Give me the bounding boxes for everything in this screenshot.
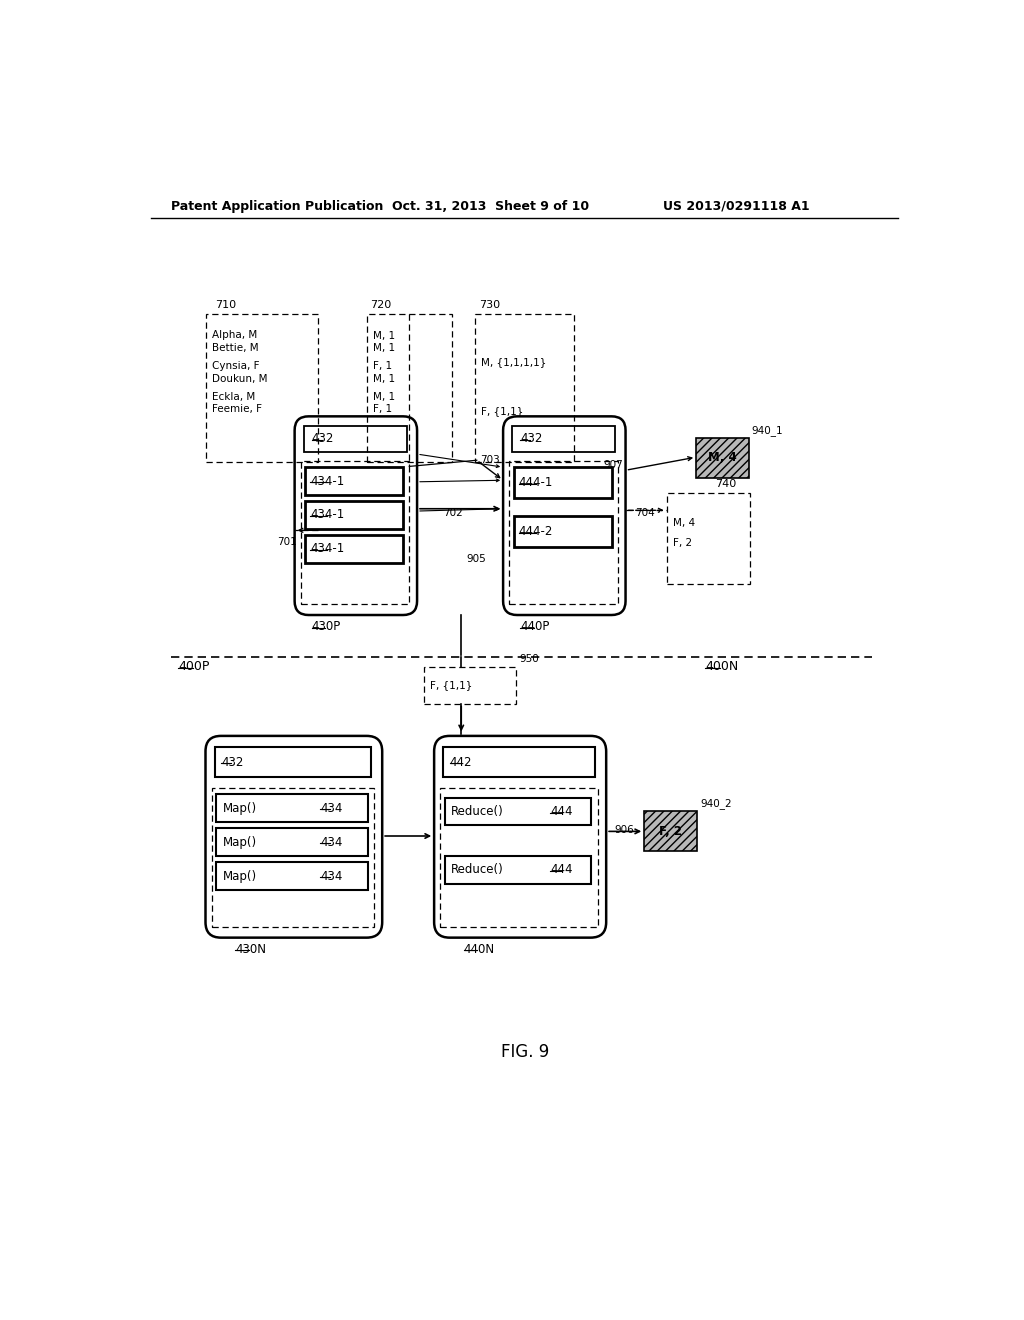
Text: 432: 432: [221, 755, 244, 768]
Text: 940_1: 940_1: [752, 425, 783, 436]
Text: 434: 434: [321, 870, 343, 883]
Text: 440P: 440P: [520, 620, 550, 634]
Bar: [216, 795, 369, 822]
Text: 940_2: 940_2: [700, 799, 731, 809]
Text: Reduce(): Reduce(): [452, 805, 504, 818]
Bar: [206, 314, 317, 462]
Bar: [443, 747, 595, 777]
Bar: [667, 494, 751, 585]
Text: 704: 704: [635, 508, 654, 517]
Text: 740: 740: [715, 479, 736, 490]
Bar: [212, 788, 375, 927]
Text: 400N: 400N: [706, 660, 738, 673]
Text: M, {1,1,1,1}: M, {1,1,1,1}: [481, 356, 547, 367]
Bar: [644, 812, 697, 851]
Text: 430P: 430P: [311, 620, 341, 634]
Text: Patent Application Publication: Patent Application Publication: [171, 199, 383, 213]
Bar: [305, 467, 403, 495]
Bar: [215, 747, 372, 777]
Text: 434-1: 434-1: [310, 474, 344, 487]
Text: 444-2: 444-2: [518, 525, 553, 539]
Text: Eckla, M: Eckla, M: [212, 392, 255, 403]
Bar: [514, 467, 611, 498]
Text: Alpha, M: Alpha, M: [212, 330, 257, 341]
Text: 702: 702: [442, 508, 463, 517]
Text: Map(): Map(): [222, 801, 257, 814]
Text: 434-1: 434-1: [310, 508, 344, 521]
Text: M, 4: M, 4: [673, 517, 695, 528]
Bar: [696, 438, 749, 478]
Text: Oct. 31, 2013  Sheet 9 of 10: Oct. 31, 2013 Sheet 9 of 10: [391, 199, 589, 213]
Text: 950: 950: [519, 653, 539, 664]
Bar: [304, 425, 407, 451]
Text: 701: 701: [276, 537, 297, 546]
Bar: [445, 857, 591, 884]
Text: 720: 720: [371, 300, 392, 310]
Text: 434: 434: [321, 801, 343, 814]
Text: Bettie, M: Bettie, M: [212, 343, 258, 352]
Text: 444: 444: [550, 805, 572, 818]
Text: Feemie, F: Feemie, F: [212, 404, 262, 414]
Bar: [514, 516, 611, 548]
Text: Doukun, M: Doukun, M: [212, 374, 267, 384]
Text: 434: 434: [321, 836, 343, 849]
Text: Map(): Map(): [222, 870, 257, 883]
Bar: [512, 425, 615, 451]
Text: Map(): Map(): [222, 836, 257, 849]
Text: F, 2: F, 2: [659, 825, 682, 838]
Text: Reduce(): Reduce(): [452, 863, 504, 876]
Bar: [509, 461, 617, 605]
Bar: [440, 788, 598, 927]
Text: 430N: 430N: [234, 942, 266, 956]
Text: M, 1: M, 1: [373, 330, 395, 341]
Text: 442: 442: [450, 755, 472, 768]
Text: F, 2: F, 2: [673, 539, 692, 548]
Text: 432: 432: [520, 432, 543, 445]
Text: F, 1: F, 1: [373, 362, 392, 371]
Text: 730: 730: [479, 300, 500, 310]
Text: 444: 444: [550, 863, 572, 876]
Bar: [301, 461, 410, 605]
Text: 906: 906: [614, 825, 635, 834]
Bar: [475, 314, 574, 462]
Text: 444-1: 444-1: [518, 477, 553, 490]
Text: M, 1: M, 1: [373, 343, 395, 352]
Text: FIG. 9: FIG. 9: [501, 1043, 549, 1060]
Text: 703: 703: [480, 455, 500, 465]
Bar: [367, 314, 452, 462]
Bar: [216, 829, 369, 857]
Text: M, 1: M, 1: [373, 374, 395, 384]
Text: 432: 432: [311, 432, 334, 445]
Bar: [305, 535, 403, 562]
Bar: [445, 797, 591, 825]
Text: F, 1: F, 1: [373, 404, 392, 414]
Text: 710: 710: [215, 300, 236, 310]
Bar: [216, 862, 369, 890]
Text: 907: 907: [604, 459, 624, 470]
Text: 440N: 440N: [464, 942, 495, 956]
Text: M, 1: M, 1: [373, 392, 395, 403]
Text: 905: 905: [466, 554, 485, 564]
Bar: [305, 502, 403, 529]
Text: 400P: 400P: [178, 660, 210, 673]
Text: 434-1: 434-1: [310, 543, 344, 556]
Text: US 2013/0291118 A1: US 2013/0291118 A1: [663, 199, 809, 213]
Bar: [424, 667, 515, 704]
Text: M, 4: M, 4: [708, 451, 737, 465]
Text: F, {1,1}: F, {1,1}: [481, 407, 523, 416]
Text: F, {1,1}: F, {1,1}: [430, 680, 473, 690]
Text: Cynsia, F: Cynsia, F: [212, 362, 259, 371]
